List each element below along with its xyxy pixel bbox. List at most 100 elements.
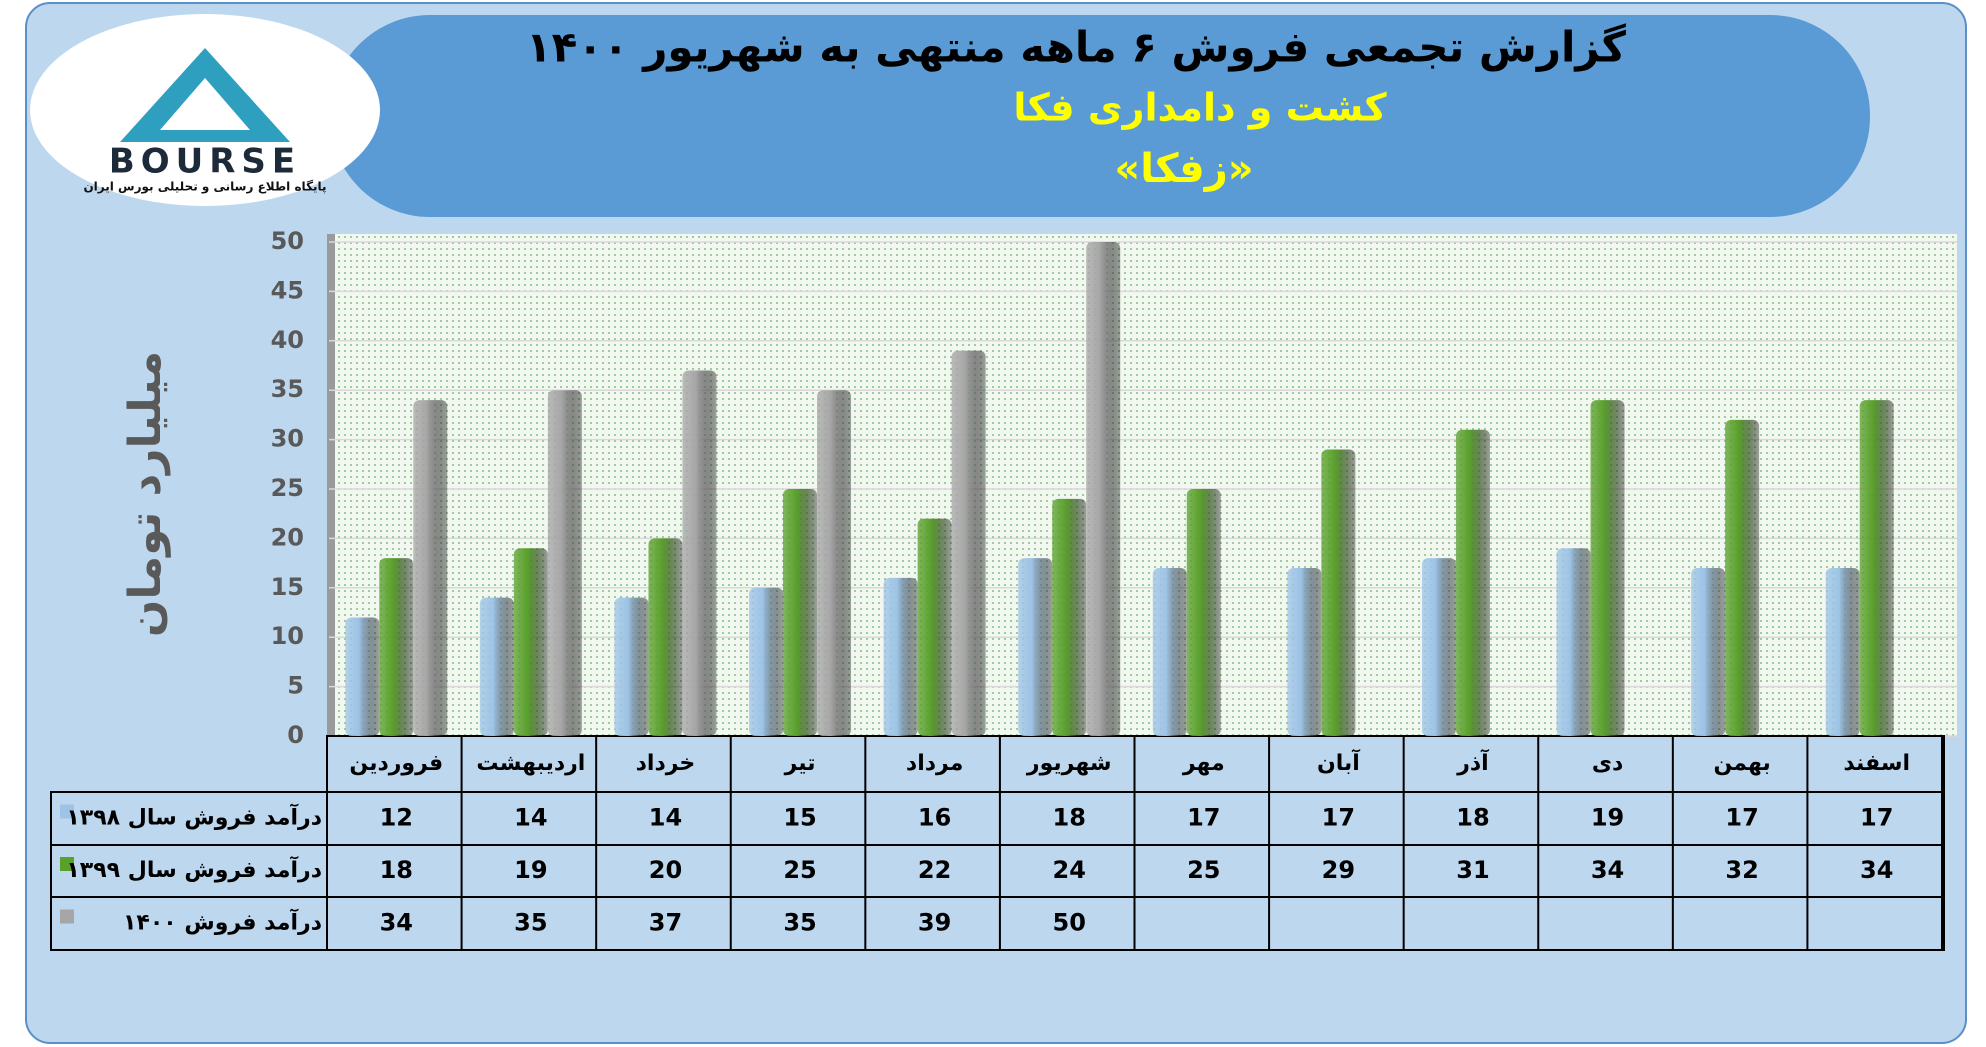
- table-value: 50: [1053, 909, 1086, 937]
- x-tick-label: اسفند: [1843, 751, 1910, 776]
- table-value: 18: [1053, 804, 1086, 832]
- bar: [1086, 242, 1121, 736]
- table-frame: [50, 791, 1945, 951]
- y-tick-label: 15: [271, 573, 304, 601]
- table-value: 35: [514, 909, 547, 937]
- legend-swatch: [60, 804, 74, 819]
- table-value: 20: [649, 856, 682, 884]
- table-value: 32: [1725, 856, 1758, 884]
- x-tick-label: بهمن: [1713, 751, 1770, 776]
- bar: [883, 577, 918, 736]
- y-tick-label: 25: [271, 474, 304, 502]
- x-tick-label: شهریور: [1026, 751, 1112, 776]
- table-value: 15: [783, 804, 816, 832]
- x-tick-label: اردیبهشت: [476, 751, 585, 776]
- chart-title: گزارش تجمعی فروش ۶ ماهه منتهی به شهریور …: [526, 23, 1626, 73]
- bar: [917, 518, 952, 736]
- table-value: 24: [1053, 856, 1086, 884]
- bar: [345, 617, 380, 736]
- y-tick-label: 5: [287, 672, 304, 700]
- table-value: 16: [918, 804, 951, 832]
- x-tick-label: فروردین: [349, 751, 443, 776]
- table-value: 14: [649, 804, 682, 832]
- bar: [513, 548, 548, 736]
- x-tick-label: آبان: [1317, 748, 1360, 776]
- ticker: «زفکا»: [1114, 146, 1253, 192]
- bar: [1691, 568, 1726, 736]
- y-tick-label: 40: [271, 326, 304, 354]
- x-tick-label: خرداد: [636, 751, 696, 776]
- bar: [379, 558, 414, 736]
- bar: [1455, 429, 1490, 736]
- table-value: 18: [1456, 804, 1489, 832]
- y-tick-label: 35: [271, 375, 304, 403]
- bar: [1421, 558, 1456, 736]
- bar: [1018, 558, 1053, 736]
- bar: [614, 597, 649, 736]
- bar: [682, 370, 717, 736]
- x-tick-label: تیر: [784, 751, 816, 776]
- legend-swatch: [60, 909, 74, 924]
- y-tick-label: 10: [271, 622, 304, 650]
- bar: [1287, 568, 1322, 736]
- y-tick-label: 45: [271, 276, 304, 304]
- bar: [817, 390, 852, 736]
- bar: [547, 390, 582, 736]
- bar: [479, 597, 514, 736]
- bar: [951, 350, 986, 736]
- table-value: 31: [1456, 856, 1489, 884]
- bar: [1052, 498, 1087, 736]
- bar: [783, 489, 818, 736]
- table-value: 17: [1725, 804, 1758, 832]
- plot-area: [329, 234, 1957, 736]
- chart-subtitle: کشت و دامداری فکا: [1013, 86, 1387, 131]
- x-tick-label: آذر: [1456, 748, 1489, 776]
- bar: [1186, 489, 1221, 736]
- legend-label: درآمد فروش سال ۱۳۹۹: [66, 855, 322, 883]
- bar: [749, 587, 784, 736]
- legend-label: درآمد فروش سال ۱۳۹۸: [66, 803, 322, 831]
- table-value: 34: [1591, 856, 1624, 884]
- bar: [1556, 548, 1591, 736]
- logo-text: BOURSE: [109, 142, 301, 182]
- table-value: 25: [1187, 856, 1220, 884]
- bar: [1725, 419, 1760, 736]
- header-banner: [330, 15, 1870, 217]
- x-tick-label: مرداد: [906, 751, 963, 776]
- legend-label: درآمد فروش ۱۴۰۰: [123, 908, 322, 936]
- table-value: 34: [1860, 856, 1893, 884]
- table-value: 17: [1860, 804, 1893, 832]
- logo-shape-inner: [160, 78, 250, 130]
- y-axis-label: میلیارد تومان: [120, 351, 171, 637]
- y-tick-label: 30: [271, 425, 304, 453]
- bar: [1590, 400, 1625, 736]
- y-tick-label: 50: [271, 227, 304, 255]
- table-value: 37: [649, 909, 682, 937]
- table-value: 18: [380, 856, 413, 884]
- table-value: 17: [1322, 804, 1355, 832]
- logo-caption: پایگاه اطلاع رسانی و تحلیلی بورس ایران: [83, 180, 326, 195]
- table-value: 17: [1187, 804, 1220, 832]
- table-value: 19: [1591, 804, 1624, 832]
- table-value: 12: [380, 804, 413, 832]
- bar: [1859, 400, 1894, 736]
- x-tick-label: مهر: [1182, 751, 1225, 776]
- y-axis-wall: [327, 234, 335, 736]
- bar: [1825, 568, 1860, 736]
- bar: [648, 538, 683, 736]
- table-value: 39: [918, 909, 951, 937]
- legend-swatch: [60, 857, 74, 871]
- x-tick-label: دی: [1592, 751, 1623, 776]
- table-value: 19: [514, 856, 547, 884]
- y-tick-label: 20: [271, 523, 304, 551]
- table-value: 35: [783, 909, 816, 937]
- y-tick-label: 0: [287, 721, 304, 749]
- table-value: 29: [1322, 856, 1355, 884]
- bar: [1321, 449, 1356, 736]
- table-value: 25: [783, 856, 816, 884]
- bar: [1152, 568, 1187, 736]
- table-value: 34: [380, 909, 413, 937]
- table-value: 22: [918, 856, 951, 884]
- table-value: 14: [514, 804, 547, 832]
